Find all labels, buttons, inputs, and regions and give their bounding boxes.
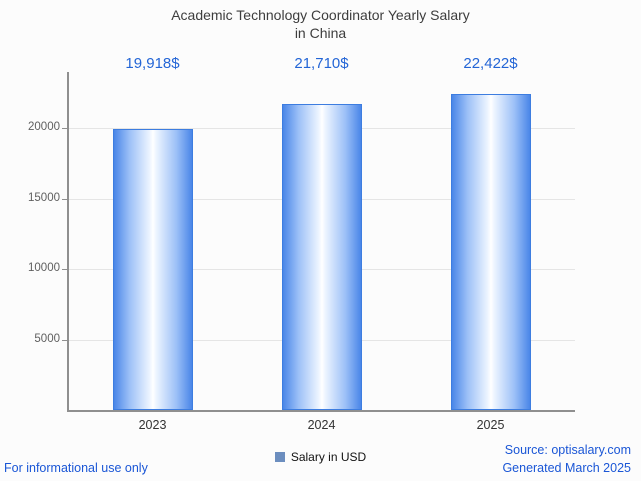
bar-2025	[450, 94, 531, 410]
y-tick-label: 5000	[34, 332, 60, 345]
x-category-label: 2024	[307, 418, 336, 432]
bar-value-label: 22,422$	[463, 55, 518, 72]
x-category-label: 2025	[476, 418, 505, 432]
bar-value-label: 21,710$	[294, 55, 349, 72]
chart-title: Academic Technology Coordinator Yearly S…	[0, 6, 641, 42]
y-axis	[67, 72, 69, 411]
source-link[interactable]: Source: optisalary.com	[504, 443, 631, 457]
chart-title-line1: Academic Technology Coordinator Yearly S…	[171, 7, 470, 23]
y-tick-label: 20000	[28, 121, 60, 133]
legend-swatch-icon	[274, 452, 285, 462]
x-category-label: 2023	[138, 418, 167, 432]
y-tick-label: 15000	[28, 191, 60, 204]
x-axis	[67, 410, 575, 412]
source-block: Source: optisalary.com Generated March 2…	[502, 441, 631, 477]
bar-2024	[281, 104, 362, 410]
chart-legend[interactable]: Salary in USD	[0, 450, 641, 464]
bar-value-label: 19,918$	[125, 55, 180, 72]
y-axis-tick	[62, 269, 67, 270]
generated-date: Generated March 2025	[502, 461, 631, 476]
y-tick-label: 10000	[28, 262, 60, 274]
legend-label: Salary in USD	[290, 450, 367, 464]
y-axis-tick	[62, 339, 67, 341]
chart-title-line2: in China	[294, 25, 347, 42]
bar-2023	[112, 129, 193, 410]
y-axis-tick	[62, 198, 67, 200]
disclaimer-text: For informational use only	[4, 461, 148, 475]
y-axis-tick	[62, 128, 67, 129]
